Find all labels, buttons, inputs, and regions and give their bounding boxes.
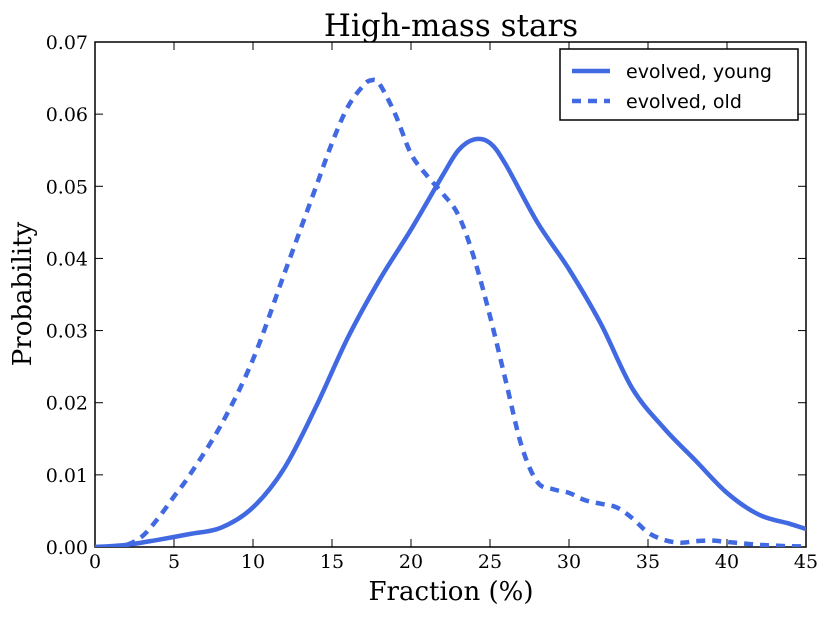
legend-label-old: evolved, old [626,91,742,113]
legend: evolved, young evolved, old [559,48,799,121]
y-tick-label: 0.00 [46,537,88,559]
x-tick-label: 30 [557,551,581,573]
x-tick-label: 35 [636,551,660,573]
y-tick-label: 0.04 [46,248,88,270]
plot-area [94,41,807,548]
x-tick-label: 25 [478,551,502,573]
x-tick-label: 0 [89,551,101,573]
x-tick-label: 10 [241,551,265,573]
series-line-evolved-young [95,136,806,547]
series-group [95,77,806,547]
x-tick-label: 40 [715,551,739,573]
x-tick-label: 20 [399,551,423,573]
y-tick-label: 0.01 [46,465,88,487]
y-tick-label: 0.02 [46,393,88,415]
x-axis-label: Fraction (%) [369,577,534,607]
chart-title: High-mass stars [324,8,578,44]
tick-labels: 0 5 10 15 20 25 30 35 40 45 0.00 0.01 0.02 0.03 0.04 0.… [46,32,818,573]
legend-label-young: evolved, young [626,61,772,83]
x-tick-label: 5 [168,551,180,573]
series-line-evolved-old [95,77,806,547]
y-axis-label: Probability [8,221,38,366]
x-tick-label: 15 [320,551,344,573]
y-tick-label: 0.06 [46,104,88,126]
legend-box [559,48,799,121]
x-tick-label: 45 [794,551,818,573]
y-tick-label: 0.05 [46,176,88,198]
y-tick-label: 0.07 [46,32,88,54]
y-tick-label: 0.03 [46,321,88,343]
